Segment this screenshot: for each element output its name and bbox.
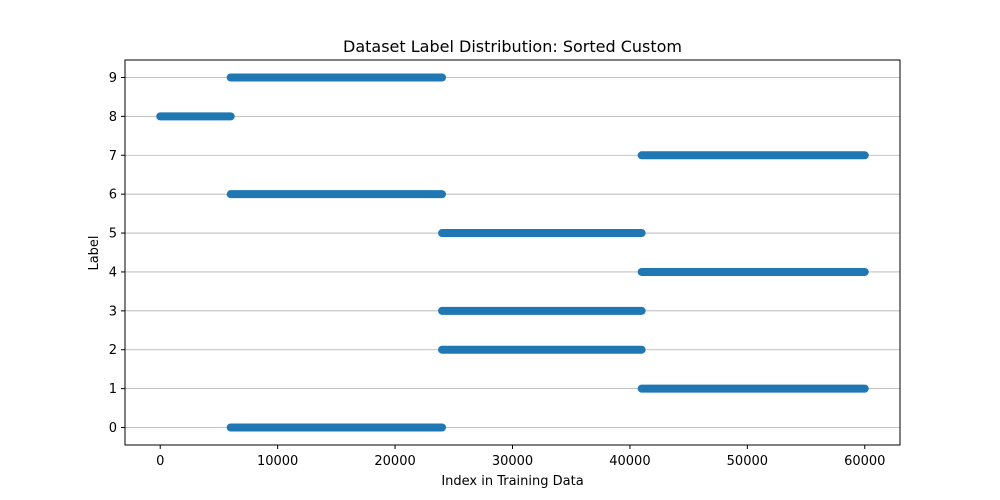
y-tick-label-8: 8 xyxy=(109,110,117,125)
y-tick-label-9: 9 xyxy=(109,71,117,86)
x-tick-label-20000: 20000 xyxy=(374,454,415,469)
x-tick-label-30000: 30000 xyxy=(492,454,533,469)
y-tick-label-3: 3 xyxy=(109,304,117,319)
x-tick-label-50000: 50000 xyxy=(727,454,768,469)
y-tick-label-4: 4 xyxy=(109,265,117,280)
x-axis-label: Index in Training Data xyxy=(441,474,583,489)
y-tick-label-2: 2 xyxy=(109,343,117,358)
y-tick-label-0: 0 xyxy=(109,421,117,436)
x-tick-label-40000: 40000 xyxy=(609,454,650,469)
y-tick-label-5: 5 xyxy=(109,227,117,242)
x-axis-ticks: 0 10000 20000 30000 40000 50000 60000 xyxy=(156,445,885,469)
x-tick-label-0: 0 xyxy=(156,454,164,469)
chart-title: Dataset Label Distribution: Sorted Custo… xyxy=(343,37,682,56)
y-tick-label-7: 7 xyxy=(109,149,117,164)
data-layer xyxy=(156,73,869,432)
y-tick-label-6: 6 xyxy=(109,188,117,203)
y-axis-ticks: 0 1 2 3 4 5 6 7 8 9 xyxy=(109,71,125,436)
y-tick-label-1: 1 xyxy=(109,382,117,397)
x-tick-label-60000: 60000 xyxy=(844,454,885,469)
x-tick-label-10000: 10000 xyxy=(257,454,298,469)
y-axis-label: Label xyxy=(87,235,102,270)
